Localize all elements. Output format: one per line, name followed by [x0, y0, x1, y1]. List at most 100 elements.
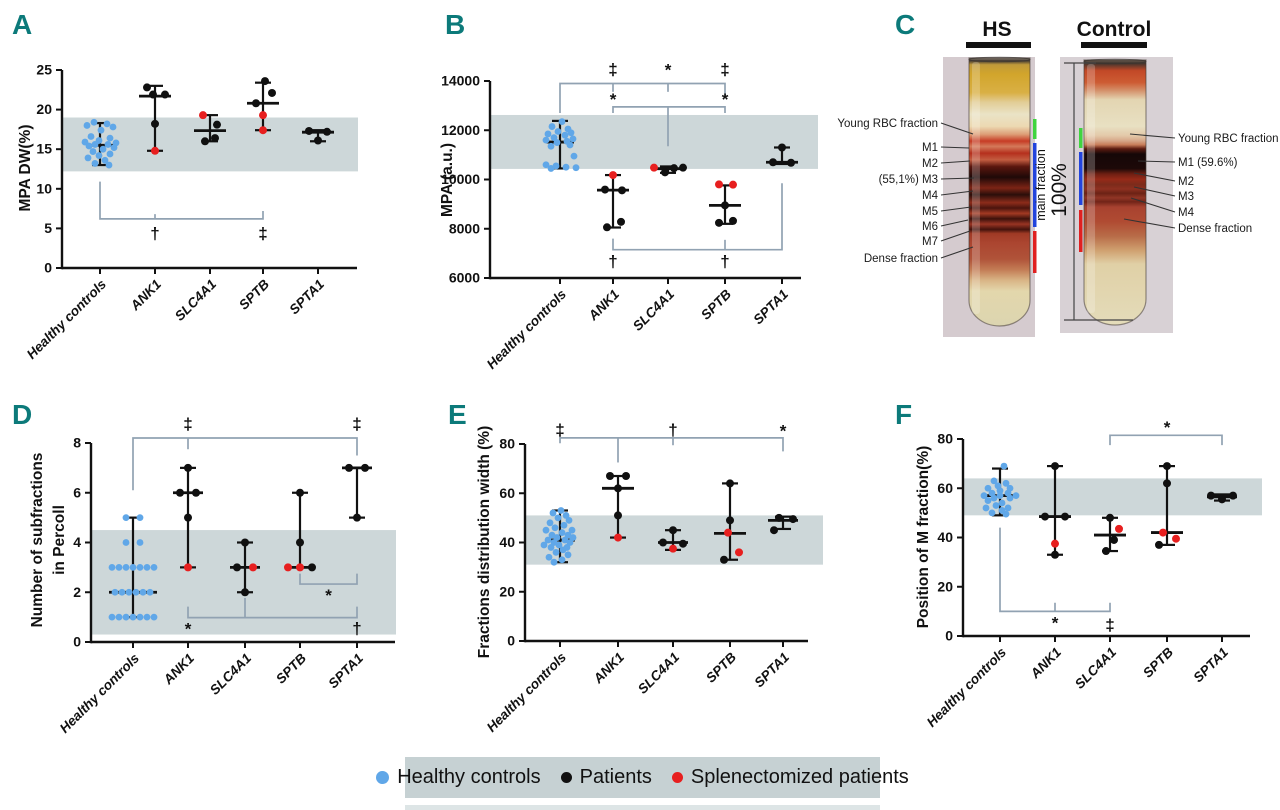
main-fraction-label: main fraction [1034, 149, 1048, 221]
data-point-patient [252, 99, 260, 108]
leader-line [940, 206, 972, 212]
data-point-healthy [87, 133, 95, 140]
data-point-healthy [984, 484, 992, 492]
leader-line [1123, 218, 1176, 229]
panel-C: C HS Young RBC fraction M1 M2 (55,1%) M3 M4 M5 M… [837, 9, 1279, 337]
x-category-label: SPTA1 [1190, 645, 1231, 686]
x-category-label: SLC4A1 [207, 651, 254, 698]
tube-glass-highlight [1087, 64, 1096, 313]
data-point-splenectomized [735, 548, 743, 557]
data-point-healthy [122, 563, 130, 571]
data-point-healthy [90, 118, 98, 126]
significance-label: † [668, 420, 677, 439]
data-point-patient [679, 163, 687, 172]
data-point-healthy [996, 492, 1004, 500]
data-point-splenectomized [650, 163, 658, 172]
data-point-splenectomized [729, 180, 737, 189]
x-category-label: ANK1 [590, 650, 627, 687]
x-category-label: SPTA1 [325, 651, 366, 692]
healthy-controls-dot-icon [376, 771, 390, 784]
data-point-healthy [567, 129, 575, 137]
data-point-splenectomized [1115, 524, 1123, 533]
data-point-patient [670, 164, 678, 173]
y-tick-label: 5 [44, 220, 52, 236]
data-point-healthy [555, 541, 563, 549]
leader-line [1133, 186, 1176, 197]
significance-label: ‡ [608, 60, 617, 79]
data-point-healthy [549, 509, 557, 517]
group-ank1 [602, 472, 634, 542]
data-point-patient [778, 143, 786, 152]
data-point-healthy [566, 141, 574, 149]
significance-label: ‡ [352, 414, 361, 433]
data-point-healthy [544, 536, 552, 544]
x-category-label: Healthy controls [24, 276, 110, 362]
data-point-healthy [108, 613, 116, 621]
leader-line [1137, 160, 1176, 163]
significance-bracket [612, 183, 783, 251]
significance-label: * [185, 620, 192, 639]
y-tick-label: 0 [73, 634, 81, 650]
x-category-label: SLC4A1 [630, 287, 677, 334]
data-point-healthy [546, 519, 554, 527]
leader-line [940, 190, 974, 196]
data-point-healthy [1006, 494, 1014, 502]
data-point-patient [661, 168, 669, 177]
group-spta1 [766, 143, 798, 167]
data-point-patient [192, 488, 200, 497]
data-point-patient [618, 186, 626, 195]
legend: Healthy controls Patients Splenectomized… [376, 757, 909, 798]
data-point-healthy [554, 514, 562, 522]
data-point-patient [1110, 535, 1118, 544]
data-point-healthy [559, 546, 567, 554]
significance-bracket [1109, 434, 1223, 446]
data-point-healthy [97, 126, 105, 134]
x-category-label: SPTB [703, 649, 739, 685]
fraction-label: M2 [1178, 176, 1194, 188]
data-point-patient [1207, 491, 1215, 500]
data-point-patient [1051, 462, 1059, 471]
data-point-patient [184, 463, 192, 472]
data-point-healthy [553, 139, 561, 146]
y-tick-label: 20 [499, 583, 515, 599]
data-point-healthy [1004, 504, 1012, 512]
significance-label: * [325, 586, 332, 605]
data-point-healthy [560, 521, 568, 529]
fraction-marker-bar-0 [1079, 128, 1083, 148]
data-point-patient [201, 137, 209, 146]
data-point-healthy [136, 613, 144, 621]
data-point-healthy [988, 509, 996, 517]
data-point-splenectomized [1159, 528, 1167, 537]
data-point-healthy [150, 613, 158, 621]
leader-line [940, 246, 974, 259]
significance-bracket [612, 106, 726, 114]
data-point-healthy [83, 122, 91, 129]
data-point-healthy [998, 499, 1006, 507]
panel-letter-F: F [895, 399, 912, 430]
x-category-label: SLC4A1 [172, 277, 219, 324]
data-point-patient [161, 90, 169, 99]
tube-hs [968, 57, 1031, 327]
data-point-patient [314, 136, 322, 145]
data-point-patient [603, 223, 611, 232]
data-point-splenectomized [669, 544, 677, 553]
tube-header-control: Control [1077, 18, 1152, 41]
data-point-splenectomized [184, 563, 192, 572]
y-tick-label: 10 [36, 180, 52, 196]
group-healthy-controls [81, 118, 120, 169]
data-point-healthy [89, 148, 97, 155]
data-point-patient [789, 515, 797, 524]
y-tick-label: 8000 [449, 220, 480, 236]
group-slc4a1 [658, 526, 688, 553]
data-point-healthy [568, 526, 576, 534]
panel-B: B 6000 8000 10000 12000 14000 Healthy controls… [439, 9, 818, 372]
data-point-healthy [1002, 479, 1010, 487]
data-point-patient [614, 484, 622, 493]
group-ank1 [173, 463, 203, 572]
x-category-label: SPTB [698, 286, 734, 322]
data-point-healthy [550, 558, 558, 566]
y-axis-title: Fractions distribution width (%) [476, 426, 493, 659]
data-point-healthy [146, 588, 154, 596]
y-tick-label: 14000 [441, 73, 480, 89]
data-point-patient [296, 538, 304, 547]
